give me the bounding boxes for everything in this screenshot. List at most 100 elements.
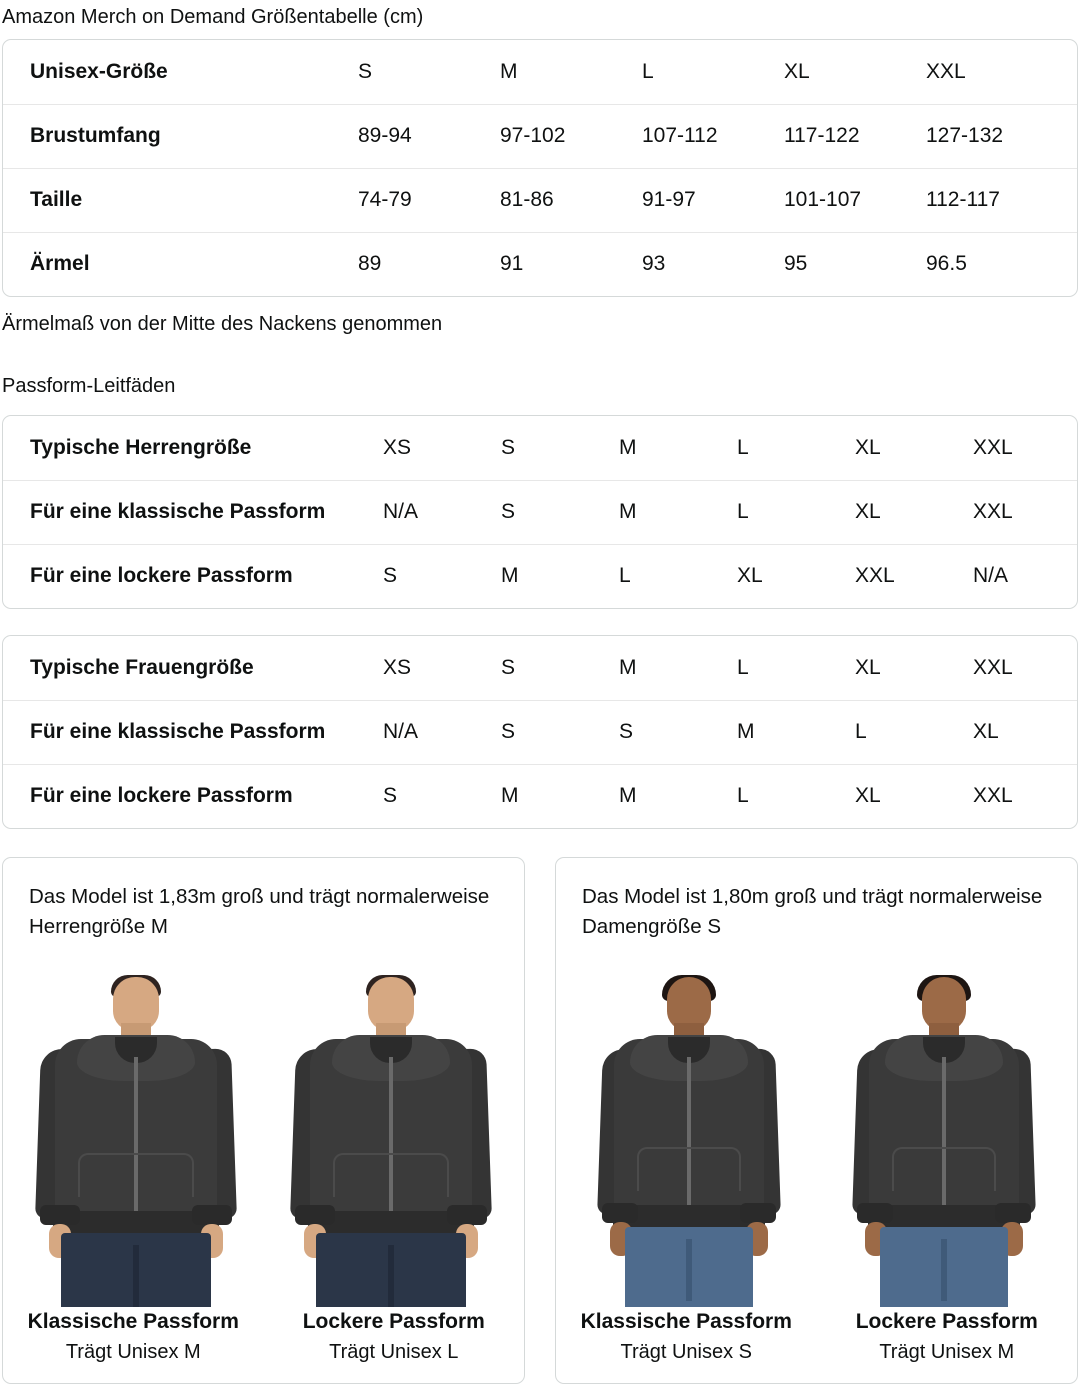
table-row: Für eine lockere Passform S M L XL XXL N… [3,543,1077,608]
cell: XL [855,655,881,679]
hem-band-shape [307,1211,474,1235]
jeans-shape [625,1227,754,1307]
cell: XL [973,699,1077,764]
sleeve-measurement-note: Ärmelmaß von der Mitte des Nackens genom… [2,313,443,335]
female-classic-fit-label: Klassische Passform Trägt Unisex S [556,1307,817,1367]
hem-band-shape [867,1205,1020,1229]
cell: S [358,59,373,83]
kangaroo-pocket-shape [332,1153,449,1197]
jeans-shape [315,1233,466,1307]
cell: XL [855,763,973,828]
cell: S [501,699,619,764]
table-row: Typische Herrengröße XS S M L XL XXL [3,416,1077,480]
male-model-card: Das Model ist 1,83m groß und trägt norma… [2,857,525,1384]
cell: 81-86 [500,167,642,232]
zipper-shape [388,1057,393,1235]
male-model-description: Das Model ist 1,83m groß und trägt norma… [29,885,490,938]
unisex-size-table: Unisex-Größe S M L XL XXL Brustumfang 89… [3,40,1077,296]
row-label: Unisex-Größe [30,59,168,83]
left-cuff-shape [294,1205,335,1225]
zipper-shape [941,1057,946,1229]
jeans-shape [879,1227,1008,1307]
wears-size: Trägt Unisex L [329,1341,459,1363]
row-label: Typische Frauengröße [30,655,254,679]
cell: XXL [973,763,1077,828]
mens-fit-guide-card: Typische Herrengröße XS S M L XL XXL Für… [2,415,1078,609]
male-relaxed-fit-label: Lockere Passform Trägt Unisex L [264,1307,525,1367]
cell: 89 [358,231,500,296]
zipper-shape [134,1057,139,1235]
male-model-labels: Klassische Passform Trägt Unisex M Locke… [3,1307,524,1383]
cell: S [501,435,516,459]
cell: S [619,699,737,764]
fit-name: Klassische Passform [580,1310,792,1333]
model-cards-row: Das Model ist 1,83m groß und trägt norma… [2,857,1078,1384]
cell: 74-79 [358,167,500,232]
cell: 127-132 [926,103,1077,168]
table-row: Ärmel 89 91 93 95 96.5 [3,231,1077,296]
cell: L [737,763,855,828]
female-model-labels: Klassische Passform Trägt Unisex S Locke… [556,1307,1077,1383]
cell: 117-122 [784,103,926,168]
table-row: Typische Frauengröße XS S M L XL XXL [3,636,1077,700]
female-relaxed-fit-label: Lockere Passform Trägt Unisex M [817,1307,1078,1367]
hem-band-shape [613,1205,766,1229]
left-cuff-shape [856,1203,893,1223]
row-label: Typische Herrengröße [30,435,252,459]
unisex-size-table-card: Unisex-Größe S M L XL XXL Brustumfang 89… [2,39,1078,297]
cell: L [642,59,654,83]
female-model-description: Das Model ist 1,80m groß und trägt norma… [582,885,1043,938]
cell: XS [383,655,412,679]
cell: 91-97 [642,167,784,232]
cell: 89-94 [358,103,500,168]
cell: L [737,655,749,679]
head-shape [921,977,966,1031]
head-shape [667,977,712,1031]
cell: M [619,479,737,544]
male-figure-relaxed-fit [275,975,507,1307]
right-cuff-shape [740,1203,777,1223]
cell: XL [737,543,855,608]
table-row: Für eine lockere Passform S M M L XL XXL [3,763,1077,828]
cell: XXL [855,543,973,608]
female-model-figures [556,942,1077,1307]
left-cuff-shape [602,1203,639,1223]
table-row: Für eine klassische Passform N/A S S M L… [3,699,1077,764]
cell: 107-112 [642,103,784,168]
kangaroo-pocket-shape [78,1153,195,1197]
cell: M [619,763,737,828]
cell: 95 [784,231,926,296]
cell: 96.5 [926,231,1077,296]
right-cuff-shape [192,1205,233,1225]
fit-name: Lockere Passform [302,1310,485,1333]
cell: S [501,479,619,544]
fit-name: Lockere Passform [855,1310,1038,1333]
page-title: Amazon Merch on Demand Größentabelle (cm… [2,6,424,28]
left-cuff-shape [40,1205,81,1225]
cell: XXL [973,655,1013,679]
male-model-figures [3,942,524,1307]
table-row: Taille 74-79 81-86 91-97 101-107 112-117 [3,167,1077,232]
cell: M [619,655,637,679]
cell: M [619,435,637,459]
male-classic-fit-label: Klassische Passform Trägt Unisex M [3,1307,264,1367]
cell: XXL [973,435,1013,459]
cell: XXL [926,59,966,83]
cell: N/A [383,699,501,764]
wears-size: Trägt Unisex S [620,1341,753,1363]
row-label: Ärmel [3,231,358,296]
cell: XL [784,59,810,83]
cell: XL [855,479,973,544]
cell: M [501,763,619,828]
cell: L [619,543,737,608]
fit-name: Klassische Passform [27,1310,239,1333]
row-label: Taille [3,167,358,232]
cell: XXL [973,479,1077,544]
head-shape [113,977,160,1031]
row-label: Für eine klassische Passform [3,479,383,544]
female-figure-relaxed-fit [833,975,1055,1307]
cell: N/A [973,543,1077,608]
female-figure-classic-fit [578,975,800,1307]
cell: L [737,479,855,544]
